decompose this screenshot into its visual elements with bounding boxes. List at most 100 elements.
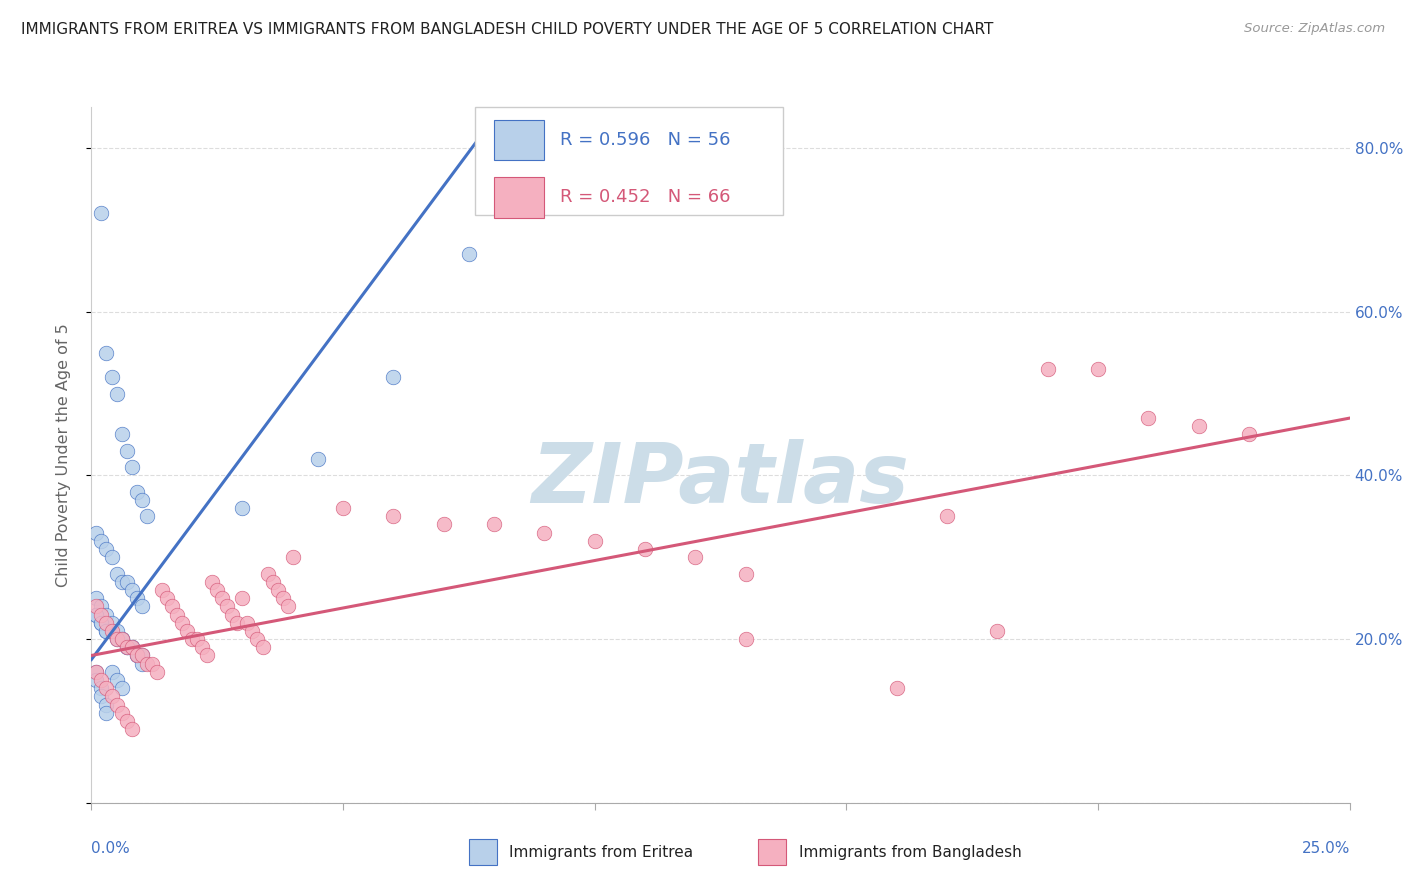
Point bbox=[191, 640, 214, 655]
Point bbox=[211, 591, 233, 606]
Point bbox=[100, 615, 122, 630]
Point bbox=[125, 484, 148, 499]
Point bbox=[96, 698, 118, 712]
Point bbox=[195, 648, 218, 663]
Point bbox=[115, 640, 138, 655]
Point bbox=[205, 582, 228, 597]
Point bbox=[734, 632, 756, 646]
Point bbox=[96, 624, 118, 638]
Point bbox=[176, 624, 198, 638]
Point bbox=[271, 591, 294, 606]
Point bbox=[135, 509, 157, 524]
Point bbox=[90, 206, 112, 220]
Point bbox=[90, 599, 112, 614]
Point bbox=[125, 648, 148, 663]
Point bbox=[86, 525, 108, 540]
Point bbox=[166, 607, 188, 622]
Point bbox=[1137, 411, 1160, 425]
Point bbox=[332, 501, 354, 516]
Point bbox=[226, 615, 249, 630]
Point bbox=[256, 566, 278, 581]
Text: R = 0.596   N = 56: R = 0.596 N = 56 bbox=[560, 131, 730, 149]
Point bbox=[96, 542, 118, 557]
Point bbox=[110, 632, 132, 646]
Point bbox=[281, 550, 304, 565]
FancyBboxPatch shape bbox=[475, 107, 783, 215]
Point bbox=[121, 582, 143, 597]
Point bbox=[242, 624, 264, 638]
Text: R = 0.452   N = 66: R = 0.452 N = 66 bbox=[560, 188, 730, 206]
Point bbox=[110, 632, 132, 646]
Point bbox=[105, 632, 128, 646]
Point bbox=[533, 525, 555, 540]
Point bbox=[86, 665, 108, 679]
Point bbox=[96, 681, 118, 696]
FancyBboxPatch shape bbox=[468, 839, 496, 865]
Point bbox=[105, 632, 128, 646]
Point bbox=[115, 443, 138, 458]
Point bbox=[100, 665, 122, 679]
Point bbox=[100, 550, 122, 565]
Point bbox=[382, 370, 405, 384]
Point bbox=[131, 599, 153, 614]
Point bbox=[262, 574, 284, 589]
Point bbox=[125, 591, 148, 606]
Point bbox=[86, 599, 108, 614]
Point bbox=[110, 706, 132, 720]
Point bbox=[96, 607, 118, 622]
Point bbox=[105, 566, 128, 581]
Point bbox=[433, 517, 456, 532]
Point bbox=[105, 673, 128, 687]
Point bbox=[100, 624, 122, 638]
Point bbox=[90, 681, 112, 696]
Point bbox=[96, 345, 118, 359]
Point bbox=[1237, 427, 1260, 442]
Point bbox=[170, 615, 193, 630]
Point bbox=[110, 574, 132, 589]
Point bbox=[115, 574, 138, 589]
Point bbox=[156, 591, 179, 606]
Point bbox=[90, 607, 112, 622]
Point bbox=[583, 533, 606, 548]
Point bbox=[886, 681, 908, 696]
Point bbox=[685, 550, 707, 565]
Point bbox=[186, 632, 208, 646]
Point bbox=[86, 607, 108, 622]
Point bbox=[246, 632, 269, 646]
Point bbox=[90, 673, 112, 687]
Point bbox=[150, 582, 173, 597]
Text: ZIPatlas: ZIPatlas bbox=[531, 439, 910, 520]
Point bbox=[277, 599, 299, 614]
Point bbox=[125, 648, 148, 663]
Point bbox=[307, 452, 329, 467]
Point bbox=[236, 615, 259, 630]
Point bbox=[135, 657, 157, 671]
Point bbox=[131, 648, 153, 663]
Point bbox=[100, 690, 122, 704]
Point bbox=[110, 632, 132, 646]
Point bbox=[105, 624, 128, 638]
Point bbox=[115, 640, 138, 655]
FancyBboxPatch shape bbox=[494, 178, 544, 218]
Point bbox=[231, 591, 253, 606]
Point bbox=[986, 624, 1008, 638]
Point bbox=[131, 492, 153, 507]
FancyBboxPatch shape bbox=[494, 120, 544, 160]
FancyBboxPatch shape bbox=[758, 839, 786, 865]
Point bbox=[121, 722, 143, 736]
Point bbox=[734, 566, 756, 581]
Text: 0.0%: 0.0% bbox=[91, 841, 131, 856]
Point bbox=[121, 640, 143, 655]
Point bbox=[201, 574, 224, 589]
Point bbox=[90, 615, 112, 630]
Point bbox=[110, 427, 132, 442]
Point bbox=[141, 657, 163, 671]
Point bbox=[231, 501, 253, 516]
Point bbox=[100, 624, 122, 638]
Point bbox=[121, 640, 143, 655]
Point bbox=[634, 542, 657, 557]
Point bbox=[121, 460, 143, 475]
Point bbox=[86, 673, 108, 687]
Y-axis label: Child Poverty Under the Age of 5: Child Poverty Under the Age of 5 bbox=[56, 323, 70, 587]
Text: Source: ZipAtlas.com: Source: ZipAtlas.com bbox=[1244, 22, 1385, 36]
